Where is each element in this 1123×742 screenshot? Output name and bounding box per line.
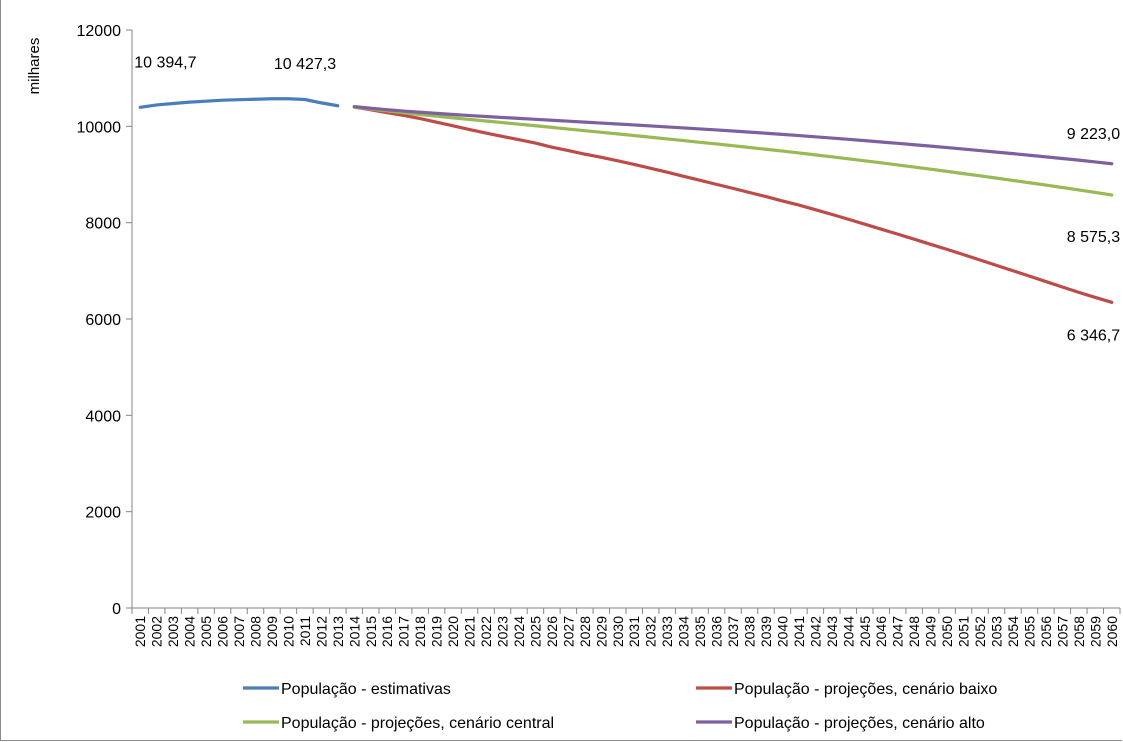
- x-tick-label: 2039: [758, 616, 774, 647]
- x-tick-label: 2050: [939, 616, 955, 647]
- x-tick-label: 2014: [346, 616, 362, 647]
- data-label: 9 223,0: [1067, 126, 1120, 143]
- x-tick-label: 2045: [857, 616, 873, 647]
- series-line-2: [352, 105, 1114, 197]
- x-tick-label: 2011: [297, 616, 313, 646]
- x-tick-label: 2058: [1071, 616, 1087, 647]
- x-tick-label: 2040: [774, 616, 790, 647]
- x-tick-label: 2008: [248, 616, 264, 647]
- x-tick-label: 2032: [643, 616, 659, 647]
- x-tick-label: 2021: [462, 616, 478, 647]
- x-tick-label: 2001: [132, 616, 148, 647]
- x-tick-label: 2006: [215, 616, 231, 647]
- x-tick-label: 2051: [956, 616, 972, 647]
- x-tick-label: 2044: [840, 616, 856, 647]
- series-line-3: [352, 104, 1114, 166]
- x-tick-label: 2019: [429, 616, 445, 647]
- y-tick-label: 2000: [85, 505, 121, 522]
- x-tick-label: 2041: [791, 616, 807, 647]
- y-tick-label: 8000: [85, 216, 121, 233]
- x-tick-label: 2016: [379, 616, 395, 647]
- x-tick-label: 2042: [807, 616, 823, 647]
- legend-label: População - projeções, cenário alto: [734, 715, 985, 732]
- x-tick-label: 2002: [149, 616, 165, 647]
- y-tick-label: 0: [112, 601, 121, 618]
- x-tick-label: 2018: [412, 616, 428, 647]
- legend: População - estimativas População - proje…: [243, 681, 997, 732]
- x-tick-label: 2043: [824, 616, 840, 647]
- y-tick-label: 10000: [77, 119, 122, 136]
- series-line-0: [138, 97, 340, 109]
- x-tick-label: 2009: [264, 616, 280, 647]
- x-tick-label: 2057: [1054, 616, 1070, 647]
- data-label: 10 394,7: [134, 54, 196, 71]
- y-tick-label: 12000: [77, 23, 122, 40]
- legend-label: População - projeções, cenário baixo: [734, 681, 997, 698]
- x-tick-label: 2023: [495, 616, 511, 647]
- x-tick-label: 2003: [165, 616, 181, 647]
- x-tick-label: 2022: [478, 616, 494, 647]
- x-tick-label: 2030: [610, 616, 626, 647]
- x-tick-label: 2028: [577, 616, 593, 647]
- x-tick-label: 2037: [725, 616, 741, 647]
- x-tick-label: 2012: [313, 616, 329, 647]
- x-tick-label: 2033: [659, 616, 675, 647]
- x-tick-label: 2036: [709, 616, 725, 647]
- legend-label: População - estimativas: [281, 681, 451, 698]
- data-label: 6 346,7: [1067, 327, 1120, 344]
- x-tick-label: 2055: [1021, 616, 1037, 647]
- x-tick-label: 2056: [1038, 616, 1054, 647]
- x-tick-label: 2007: [231, 616, 247, 647]
- x-tick-label: 2035: [692, 616, 708, 647]
- x-tick-label: 2004: [182, 616, 198, 647]
- data-label: 10 427,3: [274, 56, 336, 73]
- x-tick-label: 2059: [1087, 616, 1103, 647]
- x-tick-label: 2052: [972, 616, 988, 647]
- x-tick-label: 2020: [445, 616, 461, 647]
- x-tick-label: 2047: [890, 616, 906, 647]
- x-tick-label: 2015: [363, 616, 379, 647]
- x-tick-label: 2053: [989, 616, 1005, 647]
- x-tick-label: 2010: [280, 616, 296, 647]
- x-tick-label: 2034: [676, 616, 692, 647]
- x-tick-label: 2027: [560, 616, 576, 647]
- x-tick-label: 2048: [906, 616, 922, 647]
- x-tick-label: 2038: [742, 616, 758, 647]
- y-axis-title: milhares: [26, 38, 43, 95]
- y-tick-label: 4000: [85, 408, 121, 425]
- x-tick-label: 2013: [330, 616, 346, 647]
- series-layer: [138, 97, 1114, 304]
- x-tick-label: 2017: [396, 616, 412, 647]
- x-tick-label: 2024: [511, 616, 527, 647]
- x-tick-label: 2031: [626, 616, 642, 647]
- x-tick-label: 2046: [873, 616, 889, 647]
- x-tick-label: 2054: [1005, 616, 1021, 647]
- x-tick-label: 2049: [923, 616, 939, 647]
- x-tick-label: 2025: [527, 616, 543, 647]
- data-label: 8 575,3: [1067, 229, 1120, 246]
- legend-label: População - projeções, cenário central: [281, 715, 554, 732]
- x-tick-label: 2005: [198, 616, 214, 647]
- y-tick-label: 6000: [85, 312, 121, 329]
- x-tick-label: 2026: [544, 616, 560, 647]
- label-layer: 10 394,7 10 427,3 9 223,0 8 575,3 6 346,7: [134, 54, 1120, 344]
- x-tick-label: 2060: [1104, 616, 1120, 647]
- series-line-1: [352, 105, 1114, 304]
- x-tick-label: 2029: [593, 616, 609, 647]
